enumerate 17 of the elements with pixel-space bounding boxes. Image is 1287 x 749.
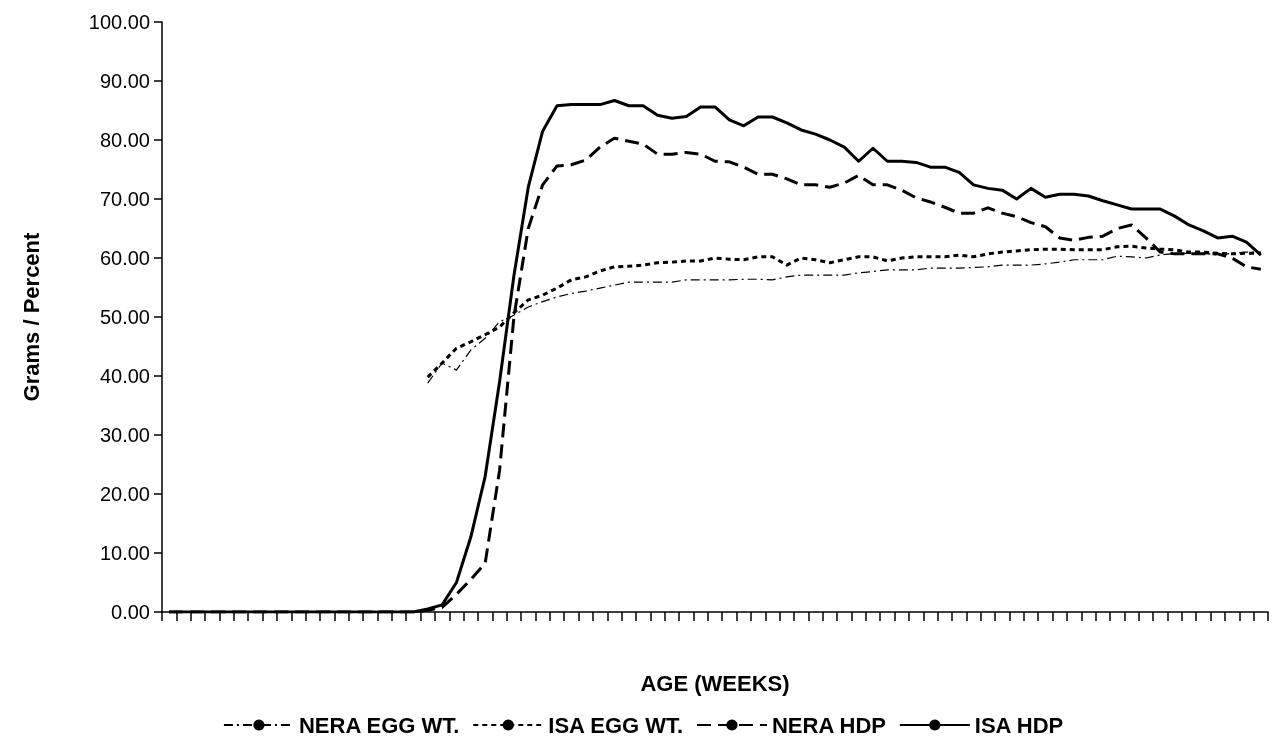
y-tick-label: 70.00 [99, 188, 150, 210]
y-tick-label: 80.00 [99, 129, 150, 151]
y-tick-label: 60.00 [99, 247, 150, 269]
y-tick-label: 20.00 [99, 483, 150, 505]
y-tick-label: 50.00 [99, 306, 150, 328]
y-tick-label: 100.00 [88, 11, 150, 33]
y-tick-label: 10.00 [99, 542, 150, 564]
x-axis-title: AGE (WEEKS) [640, 670, 790, 696]
y-tick-label: 0.00 [111, 601, 150, 623]
y-tick-label: 30.00 [99, 424, 150, 446]
legend-label: NERA EGG WT. [298, 712, 460, 738]
legend-label: ISA EGG WT. [548, 712, 684, 738]
y-axis-title: Grams / Percent [18, 231, 44, 402]
legend-label: NERA HDP [771, 712, 887, 738]
y-tick-label: 40.00 [99, 365, 150, 387]
y-tick-label: 90.00 [99, 70, 150, 92]
legend-label: ISA HDP [974, 712, 1064, 738]
